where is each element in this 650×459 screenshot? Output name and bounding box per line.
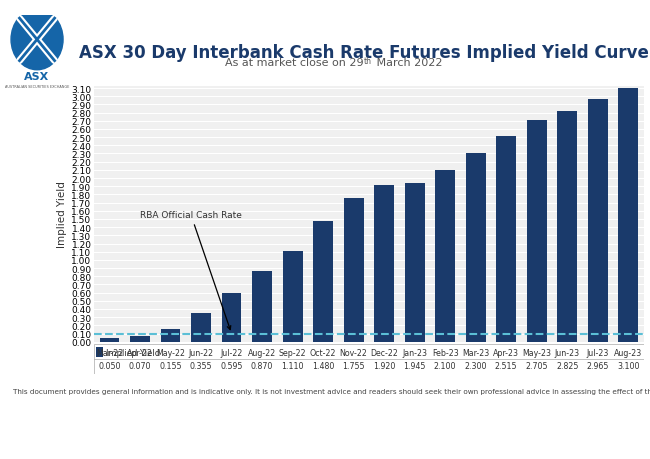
Text: Jun-23: Jun-23	[554, 348, 580, 357]
Text: Dec-22: Dec-22	[370, 348, 398, 357]
Text: ASX 30 Day Interbank Cash Rate Futures Implied Yield Curve: ASX 30 Day Interbank Cash Rate Futures I…	[79, 44, 649, 62]
Text: Nov-22: Nov-22	[340, 348, 367, 357]
Text: 0.050: 0.050	[98, 361, 121, 370]
Text: 0.870: 0.870	[251, 361, 273, 370]
Text: 0.595: 0.595	[220, 361, 242, 370]
Y-axis label: Implied Yield: Implied Yield	[57, 181, 67, 248]
Text: Oct-22: Oct-22	[310, 348, 336, 357]
Text: 2.515: 2.515	[495, 361, 517, 370]
Text: 2.100: 2.100	[434, 361, 456, 370]
Text: Apr-22: Apr-22	[127, 348, 153, 357]
Text: Aug-22: Aug-22	[248, 348, 276, 357]
Bar	[191, 313, 211, 342]
Text: Implied Yield: Implied Yield	[107, 348, 161, 357]
Text: May-22: May-22	[156, 348, 185, 357]
Text: 3.100: 3.100	[617, 361, 640, 370]
FancyBboxPatch shape	[94, 344, 644, 374]
Text: 2.705: 2.705	[525, 361, 548, 370]
Text: th: th	[364, 57, 372, 66]
Text: 1.920: 1.920	[373, 361, 395, 370]
Bar	[466, 154, 486, 342]
Text: Mar-22: Mar-22	[96, 348, 123, 357]
Bar	[405, 183, 424, 342]
Bar	[222, 293, 242, 342]
Text: Apr-23: Apr-23	[493, 348, 519, 357]
Bar	[96, 347, 103, 358]
Text: Sep-22: Sep-22	[279, 348, 306, 357]
Bar	[496, 137, 516, 342]
Text: 1.480: 1.480	[312, 361, 334, 370]
Text: Feb-23: Feb-23	[432, 348, 458, 357]
Text: Jun-22: Jun-22	[188, 348, 214, 357]
Bar	[130, 336, 150, 342]
Bar	[557, 111, 577, 342]
Text: AUSTRALIAN SECURITIES EXCHANGE: AUSTRALIAN SECURITIES EXCHANGE	[5, 84, 70, 89]
Text: 1.110: 1.110	[281, 361, 304, 370]
Circle shape	[11, 10, 63, 71]
Text: 0.155: 0.155	[159, 361, 182, 370]
Text: This document provides general information and is indicative only. It is not inv: This document provides general informati…	[13, 388, 650, 394]
Text: Jul-22: Jul-22	[220, 348, 242, 357]
Text: 2.300: 2.300	[464, 361, 487, 370]
Text: 1.755: 1.755	[343, 361, 365, 370]
Text: 1.945: 1.945	[404, 361, 426, 370]
Bar	[161, 329, 181, 342]
Text: Mar-23: Mar-23	[462, 348, 489, 357]
Bar	[618, 89, 638, 342]
Text: March 2022: March 2022	[373, 58, 443, 68]
Text: Aug-23: Aug-23	[614, 348, 642, 357]
Text: Jul-23: Jul-23	[586, 348, 609, 357]
Bar	[283, 252, 302, 342]
Text: 0.070: 0.070	[129, 361, 151, 370]
Bar	[99, 338, 120, 342]
Text: May-23: May-23	[522, 348, 551, 357]
Text: Jan-23: Jan-23	[402, 348, 427, 357]
Text: ASX: ASX	[25, 72, 49, 82]
Bar	[588, 100, 608, 342]
Bar	[436, 170, 455, 342]
Bar	[374, 185, 394, 342]
Bar	[313, 221, 333, 342]
Text: 2.825: 2.825	[556, 361, 578, 370]
Bar	[526, 121, 547, 342]
Bar	[344, 199, 363, 342]
Text: 0.355: 0.355	[190, 361, 213, 370]
Text: RBA Official Cash Rate: RBA Official Cash Rate	[140, 211, 242, 330]
Text: As at market close on 29: As at market close on 29	[226, 58, 364, 68]
Text: 2.965: 2.965	[586, 361, 609, 370]
Bar	[252, 271, 272, 342]
